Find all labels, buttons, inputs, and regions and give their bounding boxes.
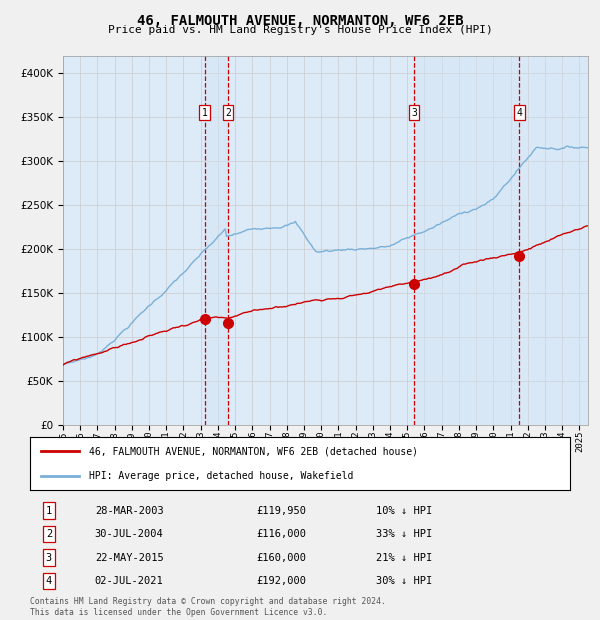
- Text: 22-MAY-2015: 22-MAY-2015: [95, 552, 164, 562]
- Text: 2: 2: [46, 529, 52, 539]
- Text: 46, FALMOUTH AVENUE, NORMANTON, WF6 2EB: 46, FALMOUTH AVENUE, NORMANTON, WF6 2EB: [137, 14, 463, 28]
- Bar: [205, 56, 228, 425]
- Text: £192,000: £192,000: [257, 576, 307, 586]
- Text: 10% ↓ HPI: 10% ↓ HPI: [376, 505, 432, 515]
- Text: 4: 4: [46, 576, 52, 586]
- Bar: [519, 56, 588, 425]
- Text: 30-JUL-2004: 30-JUL-2004: [95, 529, 164, 539]
- Text: 1: 1: [202, 108, 208, 118]
- Text: 33% ↓ HPI: 33% ↓ HPI: [376, 529, 432, 539]
- Text: 02-JUL-2021: 02-JUL-2021: [95, 576, 164, 586]
- Text: 21% ↓ HPI: 21% ↓ HPI: [376, 552, 432, 562]
- Text: 28-MAR-2003: 28-MAR-2003: [95, 505, 164, 515]
- Text: 3: 3: [411, 108, 417, 118]
- Bar: [414, 56, 519, 425]
- Text: 2: 2: [225, 108, 231, 118]
- Text: 1: 1: [46, 505, 52, 515]
- Text: Contains HM Land Registry data © Crown copyright and database right 2024.
This d: Contains HM Land Registry data © Crown c…: [30, 598, 386, 617]
- Text: Price paid vs. HM Land Registry's House Price Index (HPI): Price paid vs. HM Land Registry's House …: [107, 25, 493, 35]
- Text: 4: 4: [516, 108, 522, 118]
- Text: £116,000: £116,000: [257, 529, 307, 539]
- Text: 30% ↓ HPI: 30% ↓ HPI: [376, 576, 432, 586]
- Text: 46, FALMOUTH AVENUE, NORMANTON, WF6 2EB (detached house): 46, FALMOUTH AVENUE, NORMANTON, WF6 2EB …: [89, 446, 418, 456]
- Text: 3: 3: [46, 552, 52, 562]
- Text: £160,000: £160,000: [257, 552, 307, 562]
- Text: £119,950: £119,950: [257, 505, 307, 515]
- Text: HPI: Average price, detached house, Wakefield: HPI: Average price, detached house, Wake…: [89, 471, 354, 480]
